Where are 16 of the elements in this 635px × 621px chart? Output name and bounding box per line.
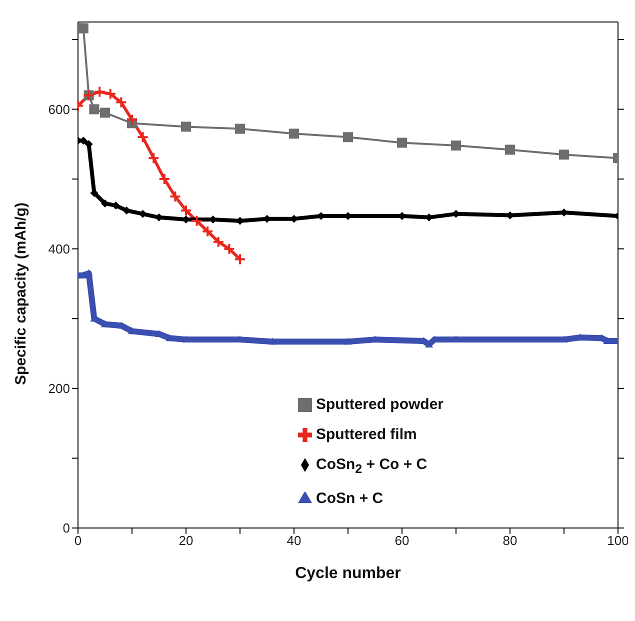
x-tick-label: 0 bbox=[74, 533, 82, 548]
x-axis-title: Cycle number bbox=[295, 565, 401, 582]
x-tick-label: 40 bbox=[286, 533, 302, 548]
y-tick-label: 200 bbox=[48, 381, 70, 396]
x-tick-label: 20 bbox=[178, 533, 194, 548]
legend-label: CoSn + C bbox=[316, 490, 384, 507]
y-tick-label: 0 bbox=[62, 520, 70, 536]
legend-label: CoSn$_{2}$ + Co + C bbox=[316, 456, 428, 476]
x-tick-label: 80 bbox=[502, 533, 518, 548]
y-tick-label: 400 bbox=[48, 241, 70, 256]
y-axis-title: Specific capacity (mAh/g) bbox=[12, 202, 30, 385]
x-tick-label: 100 bbox=[607, 533, 629, 548]
x-tick-label: 60 bbox=[394, 533, 410, 548]
legend-label: Sputtered powder bbox=[316, 396, 444, 413]
legend-label: Sputtered film bbox=[316, 426, 417, 443]
y-tick-label: 600 bbox=[48, 102, 70, 117]
